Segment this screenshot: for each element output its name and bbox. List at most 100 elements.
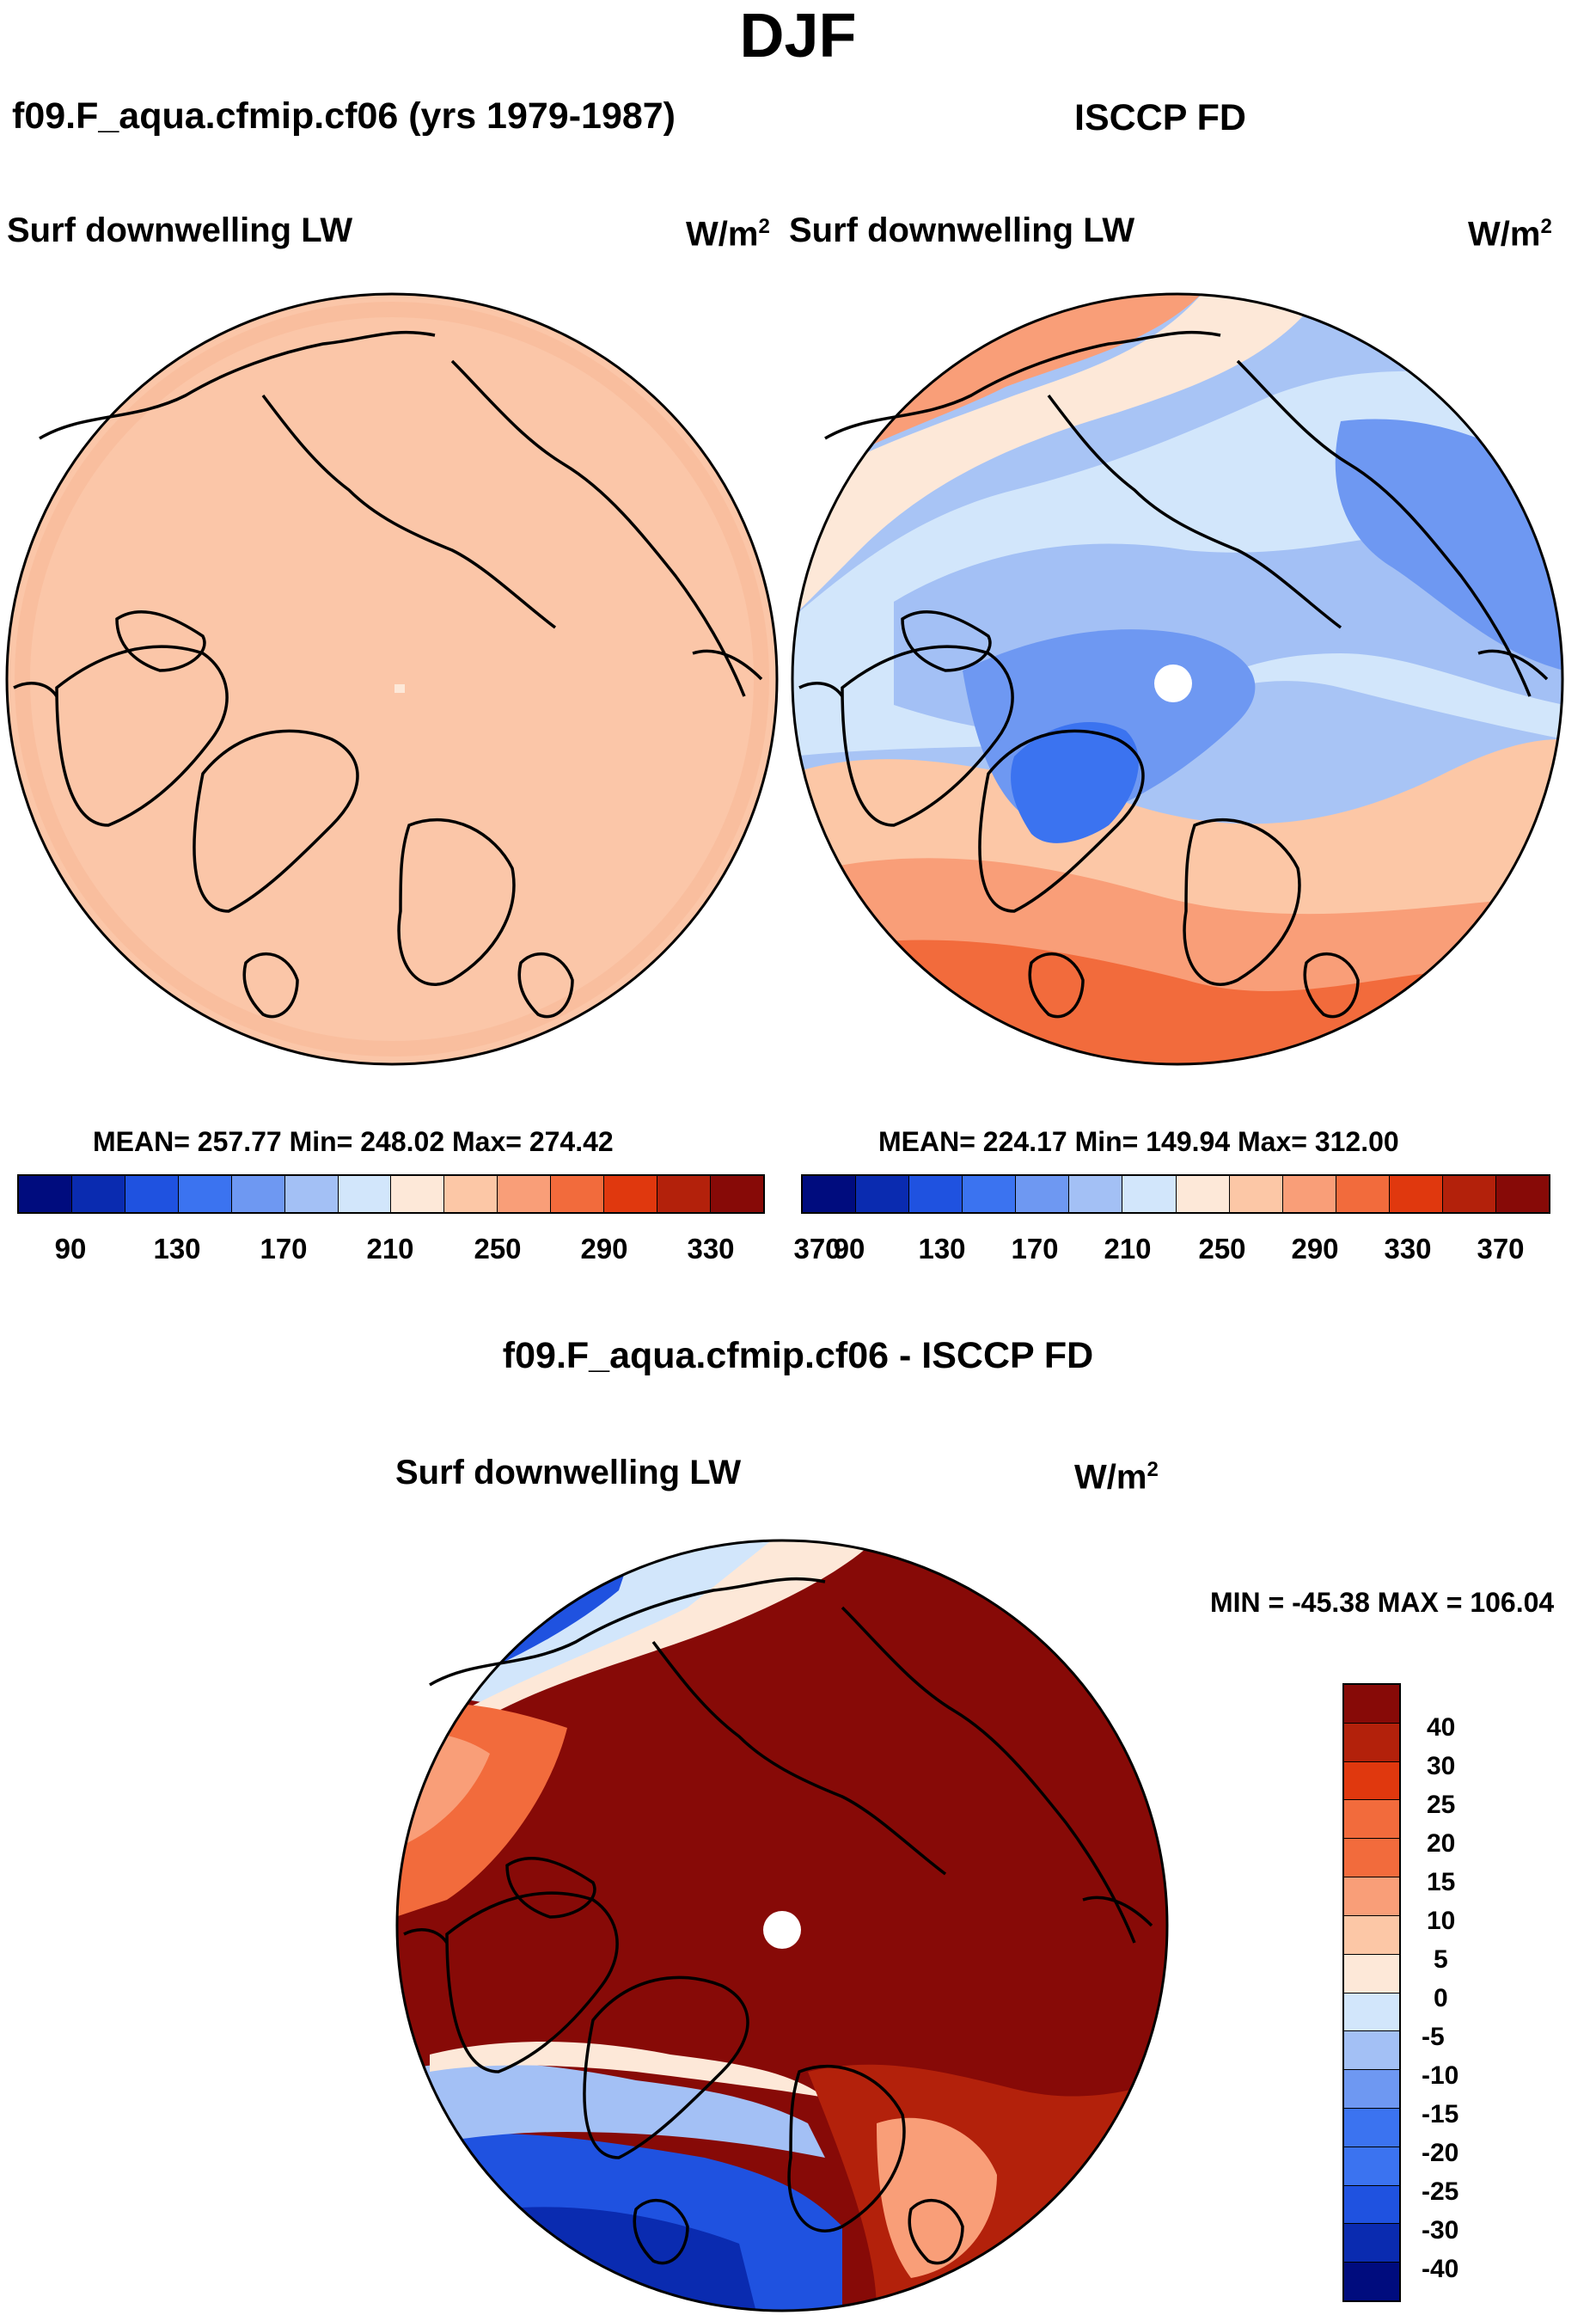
right-tick-label: 130 bbox=[918, 1233, 966, 1265]
bottom-colorbar-swatch bbox=[1344, 1723, 1399, 1762]
left-polar-map bbox=[5, 292, 779, 1066]
left-stats: MEAN= 257.77 Min= 248.02 Max= 274.42 bbox=[93, 1126, 614, 1157]
bottom-colorbar-swatch bbox=[1344, 1839, 1399, 1878]
page-title: DJF bbox=[739, 2, 857, 70]
right-colorbar-ticks: 90 130 170 210 250 290 330 370 bbox=[801, 1233, 1550, 1267]
right-field-neutral-north bbox=[792, 294, 1324, 619]
bottom-colorbar-swatch bbox=[1344, 1761, 1399, 1801]
left-colorbar-swatch bbox=[444, 1176, 498, 1212]
left-colorbar-swatch bbox=[604, 1176, 658, 1212]
bottom-colorbar-swatch bbox=[1344, 1685, 1399, 1724]
bottom-tick-label: 25 bbox=[1427, 1791, 1456, 1819]
right-tick-label: 250 bbox=[1198, 1233, 1246, 1265]
bottom-tick-label: -40 bbox=[1422, 2255, 1459, 2283]
right-units-text: W/m bbox=[1468, 215, 1541, 254]
bottom-tick-label: -5 bbox=[1422, 2023, 1445, 2051]
right-colorbar-swatch bbox=[803, 1176, 857, 1212]
left-units-text: W/m bbox=[686, 215, 759, 254]
right-colorbar-swatch bbox=[963, 1176, 1017, 1212]
bottom-tick-label: 10 bbox=[1427, 1907, 1456, 1935]
right-colorbar-swatch bbox=[1122, 1176, 1177, 1212]
bottom-colorbar bbox=[1342, 1683, 1401, 2302]
right-variable-label: Surf downwelling LW bbox=[789, 211, 1135, 249]
right-panel-title: ISCCP FD bbox=[1074, 97, 1246, 138]
bottom-tick-label: 15 bbox=[1427, 1868, 1456, 1896]
bottom-colorbar-swatch bbox=[1344, 2224, 1399, 2263]
bottom-tick-label: 5 bbox=[1434, 1945, 1448, 1974]
right-units-label: W/m2 bbox=[1468, 215, 1552, 254]
right-tick-label: 170 bbox=[1011, 1233, 1059, 1265]
right-colorbar-swatch bbox=[909, 1176, 963, 1212]
left-coastlines bbox=[13, 330, 763, 1019]
left-colorbar-swatch bbox=[19, 1176, 72, 1212]
left-tick-label: 210 bbox=[366, 1233, 414, 1265]
bottom-map-outline bbox=[395, 1539, 1169, 2312]
left-tick-label: 370 bbox=[793, 1233, 841, 1265]
left-units-label: W/m2 bbox=[686, 215, 770, 254]
right-map-outline bbox=[791, 292, 1564, 1066]
left-colorbar-swatch bbox=[498, 1176, 552, 1212]
bottom-field-peach-scandinavia bbox=[877, 2117, 997, 2278]
left-colorbar-swatch bbox=[231, 1176, 285, 1212]
right-tick-label: 210 bbox=[1104, 1233, 1152, 1265]
bottom-colorbar-swatch bbox=[1344, 1877, 1399, 1916]
left-colorbar-swatch bbox=[178, 1176, 232, 1212]
bottom-colorbar-swatch bbox=[1344, 2263, 1399, 2300]
right-colorbar-swatch bbox=[1016, 1176, 1070, 1212]
bottom-tick-label: 20 bbox=[1427, 1829, 1456, 1858]
bottom-units-sup: 2 bbox=[1147, 1458, 1159, 1481]
right-colorbar-swatch bbox=[1069, 1176, 1123, 1212]
bottom-colorbar-swatch bbox=[1344, 2070, 1399, 2109]
left-tick-label: 130 bbox=[153, 1233, 201, 1265]
left-colorbar-swatch bbox=[125, 1176, 179, 1212]
bottom-colorbar-swatch bbox=[1344, 1993, 1399, 2032]
bottom-stats: MIN = -45.38 MAX = 106.04 bbox=[1210, 1587, 1555, 1618]
left-colorbar-swatch bbox=[710, 1176, 763, 1212]
left-colorbar-swatch bbox=[71, 1176, 125, 1212]
left-colorbar-swatch bbox=[391, 1176, 445, 1212]
left-colorbar-swatch bbox=[657, 1176, 711, 1212]
bottom-units-text: W/m bbox=[1074, 1458, 1147, 1497]
bottom-colorbar-swatch bbox=[1344, 2185, 1399, 2225]
right-tick-label: 290 bbox=[1291, 1233, 1339, 1265]
left-tick-label: 170 bbox=[260, 1233, 308, 1265]
left-colorbar-ticks: 90 130 170 210 250 290 330 370 bbox=[17, 1233, 841, 1267]
left-map-field bbox=[5, 292, 779, 1066]
bottom-field-neutral-nw bbox=[447, 1540, 877, 1719]
right-stats: MEAN= 224.17 Min= 149.94 Max= 312.00 bbox=[878, 1126, 1399, 1157]
right-tick-label: 90 bbox=[833, 1233, 865, 1265]
bottom-tick-label: 40 bbox=[1427, 1713, 1456, 1742]
bottom-colorbar-swatch bbox=[1344, 2108, 1399, 2147]
right-pole-hole bbox=[1154, 664, 1192, 702]
left-units-sup: 2 bbox=[758, 215, 770, 238]
bottom-colorbar-swatch bbox=[1344, 1915, 1399, 1955]
left-colorbar-swatch bbox=[284, 1176, 339, 1212]
bottom-tick-label: 0 bbox=[1434, 1984, 1448, 2012]
right-colorbar-swatch bbox=[1176, 1176, 1230, 1212]
bottom-tick-label: -25 bbox=[1422, 2177, 1459, 2206]
right-colorbar bbox=[801, 1174, 1550, 1214]
bottom-colorbar-swatch bbox=[1344, 2031, 1399, 2071]
bottom-field-lightblue-south bbox=[397, 2062, 825, 2158]
right-colorbar-swatch bbox=[1442, 1176, 1497, 1212]
bottom-polar-map bbox=[395, 1539, 1169, 2312]
bottom-colorbar-swatch bbox=[1344, 1954, 1399, 1993]
left-tick-label: 330 bbox=[687, 1233, 735, 1265]
left-colorbar-swatch bbox=[338, 1176, 392, 1212]
bottom-panel-title: f09.F_aqua.cfmip.cf06 - ISCCP FD bbox=[502, 1335, 1094, 1376]
bottom-units-label: W/m2 bbox=[1074, 1458, 1159, 1497]
left-colorbar-swatch bbox=[551, 1176, 605, 1212]
left-variable-label: Surf downwelling LW bbox=[7, 211, 353, 249]
left-tick-label: 290 bbox=[580, 1233, 628, 1265]
bottom-tick-label: -15 bbox=[1422, 2100, 1459, 2128]
bottom-tick-label: 30 bbox=[1427, 1752, 1456, 1780]
left-panel-title: f09.F_aqua.cfmip.cf06 (yrs 1979-1987) bbox=[12, 95, 676, 137]
right-coastlines bbox=[798, 330, 1549, 1019]
left-colorbar bbox=[17, 1174, 765, 1214]
right-colorbar-swatch bbox=[856, 1176, 910, 1212]
right-polar-map bbox=[791, 292, 1564, 1066]
right-colorbar-swatch bbox=[1389, 1176, 1443, 1212]
right-field-greenland-low bbox=[1011, 722, 1139, 843]
bottom-tick-label: -30 bbox=[1422, 2216, 1459, 2245]
bottom-pole-hole bbox=[763, 1911, 801, 1949]
